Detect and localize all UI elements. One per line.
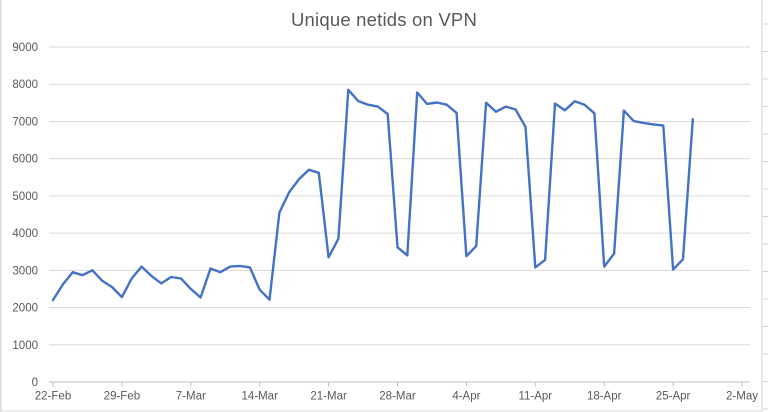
x-axis-tick-label: 14-Mar <box>241 391 278 403</box>
y-axis-tick-label: 1000 <box>12 340 38 352</box>
x-axis-tick-label: 25-Apr <box>656 391 691 403</box>
x-axis-tick-label: 29-Feb <box>104 391 140 403</box>
x-axis-tick-label: 7-Mar <box>176 391 206 403</box>
y-axis-tick-label: 7000 <box>12 116 38 128</box>
x-axis-tick-label: 21-Mar <box>310 391 347 403</box>
x-axis-tick-label: 4-Apr <box>452 391 480 403</box>
x-axis-tick-label: 2-May <box>726 391 758 403</box>
y-axis-tick-label: 5000 <box>12 191 38 203</box>
y-axis-tick-label: 0 <box>32 377 38 389</box>
y-axis-tick-label: 2000 <box>12 303 38 315</box>
x-axis-tick-label: 28-Mar <box>379 391 416 403</box>
vpn-series-line <box>51 88 694 302</box>
y-axis-tick-label: 3000 <box>12 265 38 277</box>
x-axis-tick-label: 22-Feb <box>35 391 71 403</box>
y-axis-tick-label: 9000 <box>12 42 38 54</box>
y-axis-tick-label: 6000 <box>12 154 38 166</box>
y-axis-tick-label: 4000 <box>12 228 38 240</box>
x-axis-tick-label: 18-Apr <box>587 391 622 403</box>
x-axis-tick-label: 11-Apr <box>518 391 552 403</box>
y-axis-tick-label: 8000 <box>12 79 38 91</box>
